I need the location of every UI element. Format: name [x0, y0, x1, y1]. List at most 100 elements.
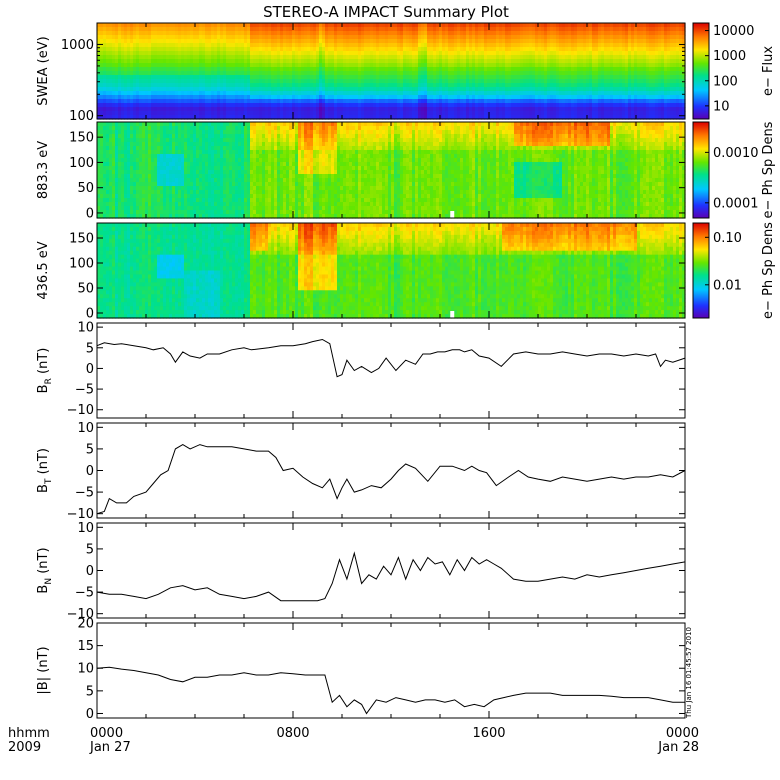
heatmap-cell: [100, 115, 104, 120]
heatmap-cell: [217, 55, 221, 60]
heatmap-cell: [451, 35, 455, 40]
heatmap-cell: [238, 47, 242, 52]
heatmap-cell: [316, 83, 320, 88]
heatmap-cell: [412, 91, 416, 96]
heatmap-cell: [565, 55, 569, 60]
heatmap-cell: [328, 47, 332, 52]
heatmap-cell: [478, 51, 482, 56]
heatmap-cell: [307, 111, 311, 116]
heatmap-cell: [376, 95, 380, 100]
heatmap-cell: [220, 99, 224, 104]
heatmap-cell: [541, 71, 545, 76]
heatmap-cell: [514, 23, 518, 28]
heatmap-cell: [271, 103, 275, 108]
heatmap-cell: [280, 39, 284, 44]
heatmap-cell: [364, 107, 368, 112]
heatmap-cell: [508, 51, 512, 56]
heatmap-cell: [454, 27, 458, 32]
heatmap-cell: [226, 103, 230, 108]
heatmap-cell: [475, 43, 479, 48]
heatmap-cell: [499, 35, 503, 40]
heatmap-cell: [274, 43, 278, 48]
heatmap-cell: [241, 59, 245, 64]
heatmap-cell: [154, 31, 158, 36]
heatmap-cell: [259, 47, 263, 52]
heatmap-cell: [373, 63, 377, 68]
heatmap-cell: [409, 55, 413, 60]
heatmap-cell: [496, 31, 500, 36]
heatmap-cell: [235, 115, 239, 120]
heatmap-cell: [520, 43, 524, 48]
heatmap-cell: [112, 43, 116, 48]
heatmap-cell: [370, 27, 374, 32]
heatmap-cell: [388, 59, 392, 64]
heatmap-cell: [370, 63, 374, 68]
heatmap-cell: [526, 47, 530, 52]
heatmap-cell: [133, 95, 137, 100]
heatmap-cell: [148, 27, 152, 32]
heatmap-cell: [241, 27, 245, 32]
heatmap-cell: [538, 63, 542, 68]
heatmap-cell: [526, 95, 530, 100]
heatmap-cell: [394, 111, 398, 116]
heatmap-cell: [421, 87, 425, 92]
heatmap-cell: [391, 71, 395, 76]
heatmap-cell: [196, 87, 200, 92]
heatmap-cell: [442, 27, 446, 32]
heatmap-cell: [133, 115, 137, 120]
heatmap-cell: [487, 87, 491, 92]
heatmap-cell: [124, 39, 128, 44]
heatmap-cell: [430, 75, 434, 80]
heatmap-cell: [439, 115, 443, 120]
heatmap-cell: [103, 59, 107, 64]
heatmap-cell: [322, 43, 326, 48]
heatmap-cell: [193, 35, 197, 40]
heatmap-cell: [289, 95, 293, 100]
heatmap-cell: [334, 27, 338, 32]
heatmap-cell: [562, 59, 566, 64]
heatmap-cell: [256, 99, 260, 104]
heatmap-cell: [112, 107, 116, 112]
heatmap-cell: [439, 99, 443, 104]
heatmap-cell: [229, 95, 233, 100]
heatmap-cell: [163, 71, 167, 76]
heatmap-cell: [262, 115, 266, 120]
heatmap-cell: [253, 47, 257, 52]
heatmap-cell: [178, 47, 182, 52]
heatmap-cell: [373, 43, 377, 48]
heatmap-cell: [211, 103, 215, 108]
heatmap-cell: [313, 95, 317, 100]
heatmap-cell: [250, 115, 254, 120]
heatmap-cell: [472, 87, 476, 92]
heatmap-cell: [445, 91, 449, 96]
heatmap-cell: [481, 115, 485, 120]
heatmap-cell: [211, 79, 215, 84]
heatmap-cell: [568, 35, 572, 40]
heatmap-cell: [286, 115, 290, 120]
heatmap-cell: [556, 107, 560, 112]
heatmap-cell: [256, 35, 260, 40]
heatmap-cell: [250, 87, 254, 92]
heatmap-cell: [493, 87, 497, 92]
heatmap-cell: [388, 63, 392, 68]
heatmap-cell: [424, 39, 428, 44]
heatmap-cell: [508, 39, 512, 44]
heatmap-cell: [160, 79, 164, 84]
heatmap-cell: [538, 79, 542, 84]
heatmap-cell: [274, 99, 278, 104]
heatmap-cell: [124, 63, 128, 68]
heatmap-cell: [391, 35, 395, 40]
heatmap-cell: [547, 75, 551, 80]
heatmap-cell: [262, 47, 266, 52]
heatmap-cell: [250, 107, 254, 112]
heatmap-cell: [568, 59, 572, 64]
heatmap-cell: [256, 51, 260, 56]
heatmap-cell: [289, 51, 293, 56]
heatmap-cell: [172, 79, 176, 84]
heatmap-cell: [454, 87, 458, 92]
heatmap-cell: [232, 67, 236, 72]
heatmap-cell: [109, 95, 113, 100]
heatmap-cell: [247, 31, 251, 36]
heatmap-cell: [520, 107, 524, 112]
heatmap-cell: [340, 31, 344, 36]
